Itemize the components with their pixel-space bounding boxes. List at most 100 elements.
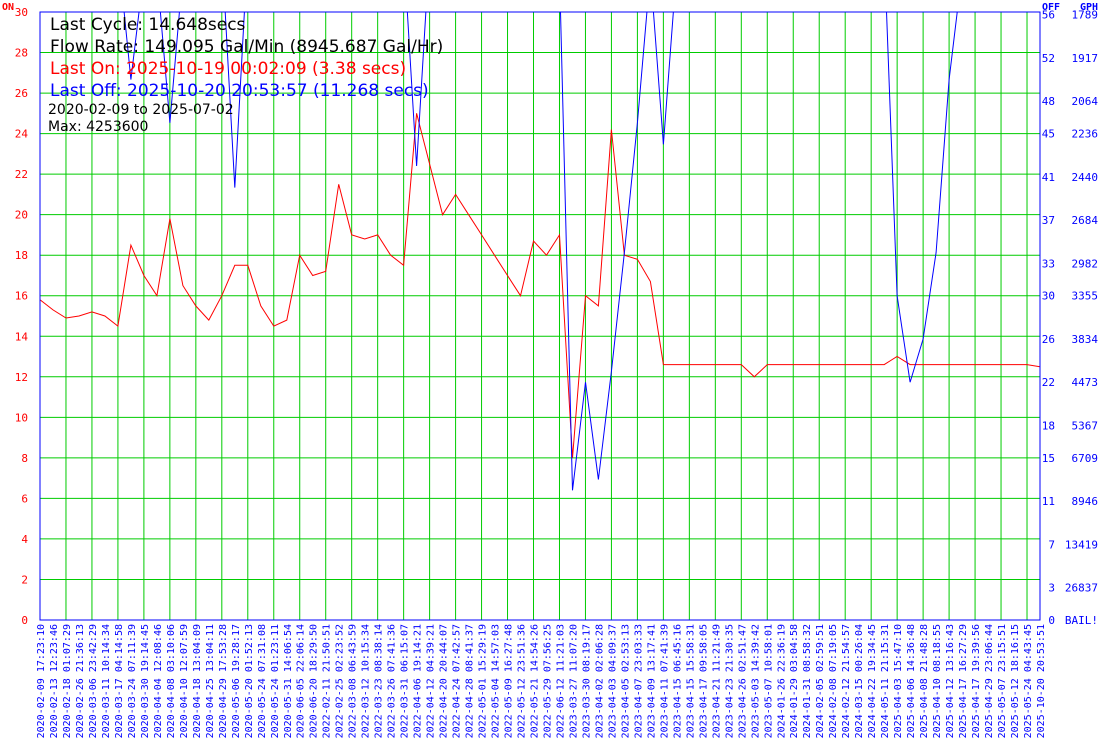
x-tick-label: 2023-04-07 23:03:33 xyxy=(633,624,644,738)
x-tick-label: 2023-05-03 14:39:42 xyxy=(750,624,761,738)
x-tick-label: 2025-05-07 23:15:51 xyxy=(997,624,1008,738)
gph-tick-label: 3355 xyxy=(1072,290,1099,303)
gph-tick-label: BAIL! xyxy=(1065,614,1098,627)
x-tick-label: 2024-04-22 19:34:45 xyxy=(867,624,878,738)
x-tick-label: 2023-04-02 02:06:28 xyxy=(594,624,605,738)
x-tick-label: 2020-05-20 01:52:13 xyxy=(244,624,255,738)
y-tick-label: 14 xyxy=(15,330,29,343)
x-tick-label: 2025-04-06 14:36:48 xyxy=(906,624,917,738)
gph-tick-label: 2236 xyxy=(1072,128,1099,141)
x-tick-label: 2023-04-09 13:17:41 xyxy=(646,624,657,738)
y2-tick-label: 33 xyxy=(1042,257,1055,270)
gph-tick-label: 6709 xyxy=(1072,452,1099,465)
x-tick-label: 2023-05-07 10:58:01 xyxy=(763,624,774,738)
x-tick-label: 2024-01-31 08:58:32 xyxy=(802,624,813,738)
x-tick-label: 2020-04-04 12:08:46 xyxy=(153,624,164,738)
x-tick-label: 2022-03-31 06:15:07 xyxy=(400,624,411,738)
x-tick-label: 2020-03-11 10:14:34 xyxy=(101,624,112,738)
x-tick-label: 2023-04-15 15:58:31 xyxy=(685,624,696,738)
annotation: 2020-02-09 to 2025-07-02 xyxy=(48,102,234,118)
y2-tick-label: 11 xyxy=(1042,495,1055,508)
y2-tick-label: 18 xyxy=(1042,419,1055,432)
y-tick-label: 10 xyxy=(15,411,28,424)
y2-tick-label: 37 xyxy=(1042,214,1055,227)
x-tick-label: 2022-06-12 11:21:03 xyxy=(555,624,566,738)
x-tick-label: 2023-04-23 21:30:35 xyxy=(724,624,735,738)
y-tick-label: 4 xyxy=(21,533,28,546)
x-tick-label: 2025-04-12 13:16:43 xyxy=(945,624,956,738)
x-tick-label: 2022-03-26 07:41:36 xyxy=(387,624,398,738)
y-tick-label: 18 xyxy=(15,249,28,262)
x-tick-label: 2023-04-05 02:53:13 xyxy=(620,624,631,738)
x-tick-label: 2022-03-08 06:43:59 xyxy=(348,624,359,738)
y-tick-label: 16 xyxy=(15,290,28,303)
gph-tick-label: 2064 xyxy=(1072,95,1099,108)
gph-tick-label: 13419 xyxy=(1065,538,1098,551)
x-tick-label: 2023-04-26 02:51:47 xyxy=(737,624,748,738)
x-tick-label: 2022-05-09 16:27:48 xyxy=(504,624,515,738)
x-tick-label: 2020-03-30 19:14:45 xyxy=(140,624,151,738)
x-tick-label: 2022-03-12 10:15:34 xyxy=(361,624,372,738)
x-tick-label: 2020-02-13 12:23:46 xyxy=(49,624,60,738)
x-tick-label: 2022-04-12 04:39:21 xyxy=(426,624,437,738)
x-tick-label: 2023-03-30 08:19:17 xyxy=(581,624,592,738)
annotation: Flow Rate: 149.095 Gal/Min (8945.687 Gal… xyxy=(50,37,443,57)
gph-tick-label: 4473 xyxy=(1072,376,1099,389)
x-tick-label: 2024-03-15 00:26:04 xyxy=(854,624,865,738)
x-tick-label: 2022-02-11 21:50:51 xyxy=(322,624,333,738)
y-tick-label: 24 xyxy=(15,128,29,141)
x-tick-label: 2025-04-03 15:47:10 xyxy=(893,624,904,738)
x-tick-label: 2025-04-08 21:48:28 xyxy=(919,624,930,738)
x-tick-label: 2020-04-08 03:10:06 xyxy=(166,624,177,738)
x-tick-label: 2020-04-25 13:04:11 xyxy=(205,624,216,738)
annotation: Max: 4253600 xyxy=(48,119,148,135)
gph-tick-label: 5367 xyxy=(1072,419,1099,432)
y2-tick-label: 56 xyxy=(1042,9,1055,22)
x-tick-label: 2020-03-17 04:14:58 xyxy=(114,624,125,738)
x-tick-label: 2020-02-18 01:07:29 xyxy=(62,624,73,738)
left-header: ON xyxy=(2,2,14,13)
x-tick-label: 2024-02-12 21:54:57 xyxy=(841,624,852,738)
gph-tick-label: 2684 xyxy=(1072,214,1099,227)
gph-tick-label: 1789 xyxy=(1072,9,1099,22)
plot-border xyxy=(39,11,1041,621)
x-tick-label: 2020-06-20 18:29:50 xyxy=(309,624,320,738)
y-tick-label: 22 xyxy=(15,168,28,181)
x-tick-label: 2020-05-31 14:06:54 xyxy=(283,624,294,738)
x-tick-label: 2025-05-24 04:43:45 xyxy=(1023,624,1034,738)
y2-tick-label: 52 xyxy=(1042,52,1055,65)
x-tick-label: 2024-05-11 21:15:31 xyxy=(880,624,891,738)
gph-tick-label: 1917 xyxy=(1072,52,1099,65)
right-header: OFF xyxy=(1042,2,1060,13)
y-tick-label: 12 xyxy=(15,371,28,384)
y2-tick-label: 30 xyxy=(1042,290,1055,303)
y-tick-label: 20 xyxy=(15,209,28,222)
x-tick-label: 2020-05-24 01:23:11 xyxy=(270,624,281,738)
x-tick-label: 2023-04-17 09:58:05 xyxy=(698,624,709,738)
y2-tick-label: 0 xyxy=(1048,614,1055,627)
x-tick-label: 2020-03-24 07:11:39 xyxy=(127,624,138,738)
gph-tick-label: 3834 xyxy=(1072,333,1099,346)
gph-tick-label: 2440 xyxy=(1072,171,1099,184)
grid xyxy=(39,11,1040,621)
y-tick-label: 30 xyxy=(15,6,28,19)
x-tick-label: 2022-05-12 23:51:36 xyxy=(517,624,528,738)
x-tick-label: 2020-02-09 17:23:10 xyxy=(36,624,47,738)
x-tick-label: 2022-04-20 20:44:07 xyxy=(439,624,450,738)
x-tick-label: 2023-03-27 11:07:20 xyxy=(568,624,579,738)
annotation: Last Off: 2025-10-20 20:53:57 (11.268 se… xyxy=(50,81,429,101)
x-tick-label: 2025-04-29 23:06:44 xyxy=(984,624,995,738)
y2-tick-label: 15 xyxy=(1042,452,1055,465)
x-tick-label: 2022-03-23 08:38:14 xyxy=(374,624,385,738)
y2-tick-label: 26 xyxy=(1042,333,1055,346)
x-tick-label: 2024-01-26 22:36:19 xyxy=(776,624,787,738)
x-tick-label: 2022-05-21 14:54:26 xyxy=(530,624,541,738)
x-tick-label: 2024-01-29 03:04:58 xyxy=(789,624,800,738)
y2-tick-label: 22 xyxy=(1042,376,1055,389)
x-tick-label: 2020-05-06 19:28:17 xyxy=(231,624,242,738)
gph-tick-label: 26837 xyxy=(1065,582,1098,595)
x-tick-label: 2022-05-29 07:56:25 xyxy=(542,624,553,738)
x-tick-label: 2025-10-20 20:53:51 xyxy=(1036,624,1047,738)
